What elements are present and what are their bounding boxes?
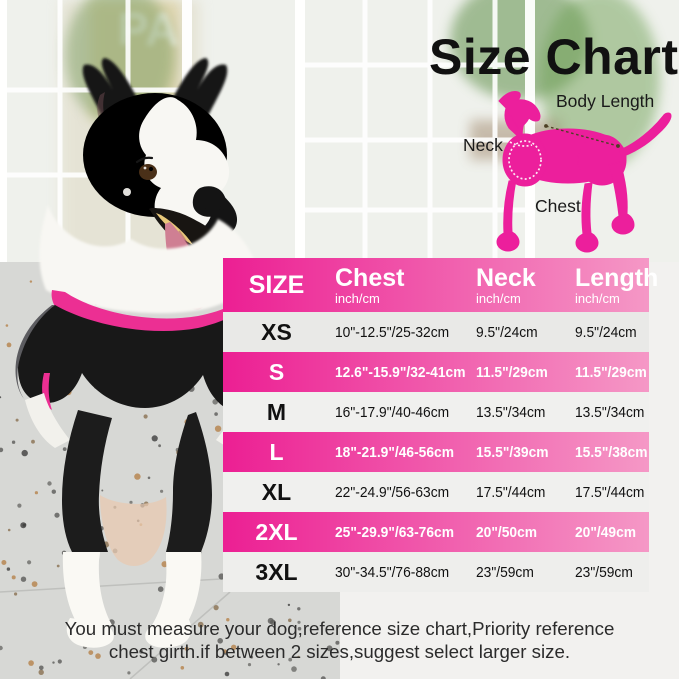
- svg-text:Chest: Chest: [535, 196, 581, 216]
- svg-text:Neck: Neck: [463, 135, 503, 155]
- svg-text:Body Length: Body Length: [556, 91, 654, 111]
